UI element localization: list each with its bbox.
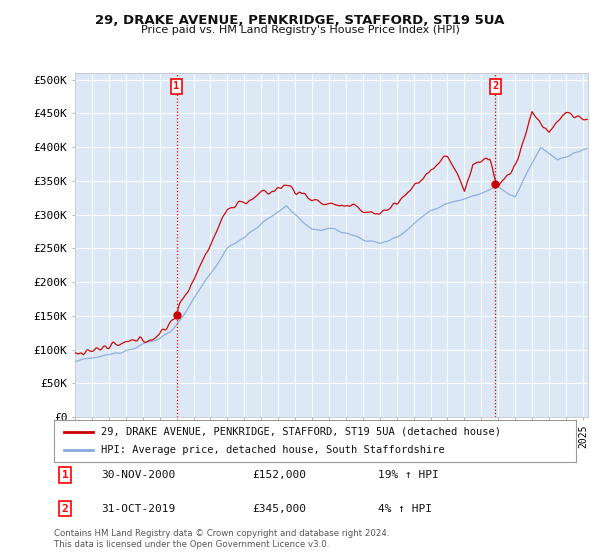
Text: 1: 1: [62, 470, 68, 480]
Text: 4% ↑ HPI: 4% ↑ HPI: [377, 503, 431, 514]
Text: 30-NOV-2000: 30-NOV-2000: [101, 470, 175, 480]
Text: HPI: Average price, detached house, South Staffordshire: HPI: Average price, detached house, Sout…: [101, 445, 445, 455]
Text: Price paid vs. HM Land Registry's House Price Index (HPI): Price paid vs. HM Land Registry's House …: [140, 25, 460, 35]
Text: 29, DRAKE AVENUE, PENKRIDGE, STAFFORD, ST19 5UA (detached house): 29, DRAKE AVENUE, PENKRIDGE, STAFFORD, S…: [101, 427, 501, 437]
Text: 2: 2: [492, 81, 499, 91]
Text: Contains HM Land Registry data © Crown copyright and database right 2024.
This d: Contains HM Land Registry data © Crown c…: [54, 529, 389, 549]
Text: £345,000: £345,000: [253, 503, 307, 514]
Text: 31-OCT-2019: 31-OCT-2019: [101, 503, 175, 514]
Text: 19% ↑ HPI: 19% ↑ HPI: [377, 470, 439, 480]
Text: 2: 2: [62, 503, 68, 514]
Text: 1: 1: [173, 81, 180, 91]
Text: £152,000: £152,000: [253, 470, 307, 480]
Text: 29, DRAKE AVENUE, PENKRIDGE, STAFFORD, ST19 5UA: 29, DRAKE AVENUE, PENKRIDGE, STAFFORD, S…: [95, 14, 505, 27]
